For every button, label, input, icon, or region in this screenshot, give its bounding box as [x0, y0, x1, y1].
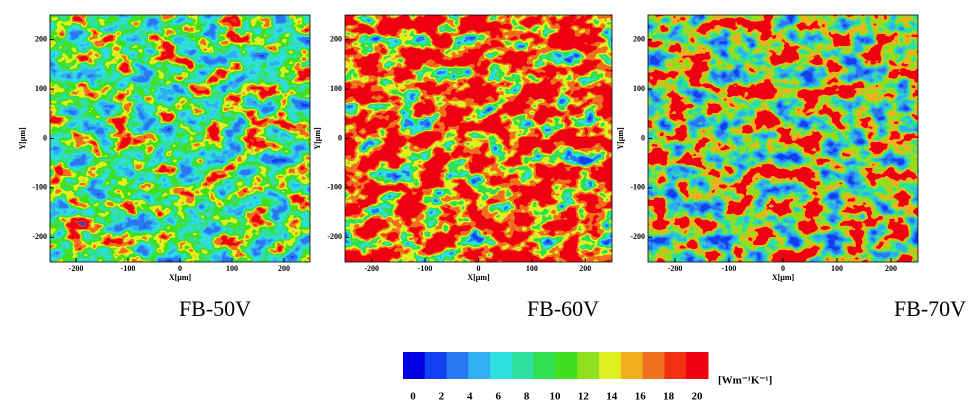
colorbar-tick-label: 16: [635, 391, 647, 403]
contour-map: [648, 15, 918, 262]
y-tick-label: 200: [35, 35, 47, 44]
x-tick-label: 0: [477, 264, 481, 273]
colorbar-swatch: [599, 352, 622, 379]
colorbar-tick-label: 2: [439, 391, 445, 403]
y-tick-label: -200: [32, 232, 47, 241]
y-tick-label: -100: [32, 183, 47, 192]
y-tick-label: 200: [330, 35, 342, 44]
panel-caption: FB-50V: [179, 296, 251, 321]
colorbar-swatch: [686, 352, 709, 379]
x-tick-label: -200: [69, 264, 84, 273]
colorbar-swatch: [490, 352, 513, 379]
colorbar-swatch: [642, 352, 665, 379]
y-tick-label: -200: [630, 232, 645, 241]
panel-caption: FB-60V: [527, 296, 599, 321]
colorbar-tick-label: 14: [606, 391, 618, 403]
panel-caption: FB-70V: [894, 296, 966, 321]
x-tick-label: -100: [418, 264, 433, 273]
x-axis-label: X[μm]: [169, 273, 192, 282]
x-tick-label: 0: [781, 264, 785, 273]
y-tick-label: -100: [630, 183, 645, 192]
x-axis-label: X[μm]: [772, 273, 795, 282]
x-tick-label: 100: [226, 264, 238, 273]
y-tick-label: -100: [327, 183, 342, 192]
colorbar-swatch: [403, 352, 426, 379]
x-tick-label: -200: [668, 264, 683, 273]
y-tick-label: 100: [633, 84, 645, 93]
y-tick-label: 100: [330, 84, 342, 93]
colorbar-unit: [Wm⁻¹K⁻¹]: [718, 375, 772, 387]
x-tick-label: 200: [278, 264, 290, 273]
y-tick-label: 0: [43, 133, 47, 142]
colorbar-tick-label: 8: [524, 391, 530, 403]
contour-map: [345, 15, 612, 262]
x-axis-label: X[μm]: [467, 273, 490, 282]
x-tick-label: -100: [121, 264, 136, 273]
x-tick-label: -100: [722, 264, 737, 273]
colorbar-tick-label: 0: [410, 391, 416, 403]
colorbar-swatch: [555, 352, 578, 379]
x-tick-label: 200: [885, 264, 897, 273]
colorbar-tick-label: 6: [495, 391, 501, 403]
x-tick-label: 0: [178, 264, 182, 273]
x-tick-label: 100: [831, 264, 843, 273]
colorbar-tick-label: 10: [550, 391, 562, 403]
y-tick-label: 0: [338, 133, 342, 142]
colorbar-swatch: [577, 352, 600, 379]
colorbar-tick-label: 18: [663, 391, 675, 403]
colorbar-swatch: [664, 352, 687, 379]
colorbar-swatch: [620, 352, 644, 379]
colorbar-swatch: [446, 352, 469, 379]
colorbar-swatch: [424, 352, 448, 379]
contour-map: [50, 15, 310, 262]
y-axis-label: Y[μm]: [616, 127, 625, 150]
y-tick-label: -200: [327, 232, 342, 241]
colorbar-tick-label: 4: [467, 391, 473, 403]
y-tick-label: 100: [35, 84, 47, 93]
y-tick-label: 200: [633, 35, 645, 44]
x-tick-label: 100: [526, 264, 538, 273]
colorbar-swatch: [468, 352, 491, 379]
x-tick-label: 200: [579, 264, 591, 273]
y-axis-label: Y[μm]: [18, 127, 27, 150]
colorbar-tick-label: 20: [692, 391, 704, 403]
colorbar-swatch: [511, 352, 535, 379]
y-axis-label: Y[μm]: [313, 127, 322, 150]
colorbar-swatch: [533, 352, 556, 379]
x-tick-label: -200: [364, 264, 379, 273]
y-tick-label: 0: [641, 133, 645, 142]
colorbar-tick-label: 12: [578, 391, 590, 403]
